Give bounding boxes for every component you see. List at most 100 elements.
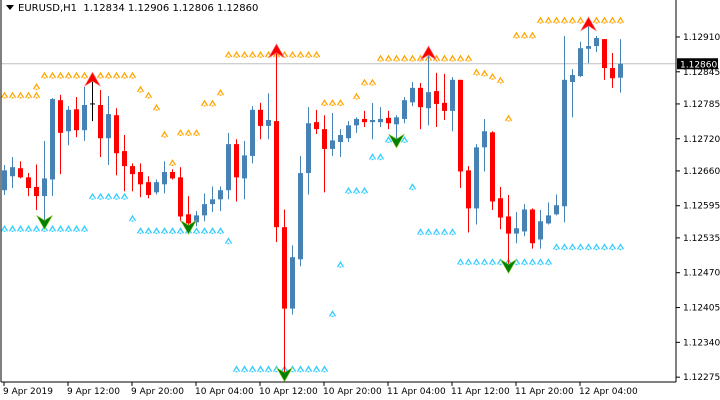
- support-marker: [160, 227, 169, 235]
- time-tick-label: 9 Apr 20:00: [131, 387, 184, 397]
- candle-body: [26, 177, 31, 189]
- candle-body: [442, 102, 447, 111]
- resistance-marker: [296, 50, 305, 58]
- candle-body: [594, 38, 599, 47]
- candle: [482, 118, 487, 172]
- support-marker: [216, 227, 225, 235]
- time-tick-label: 9 Apr 2019: [3, 387, 53, 397]
- candle-body: [162, 171, 167, 185]
- sell-arrow-icon: [84, 71, 101, 87]
- candle-body: [322, 129, 327, 149]
- candle: [218, 186, 223, 212]
- candle-body: [610, 68, 615, 79]
- candle: [82, 86, 87, 141]
- candle-body: [434, 91, 439, 104]
- candle-body: [122, 151, 127, 167]
- candle-body: [258, 109, 263, 126]
- resistance-marker: [208, 99, 217, 107]
- candle-body: [274, 121, 279, 228]
- support-marker: [296, 365, 305, 373]
- support-marker: [8, 224, 17, 232]
- time-axis[interactable]: 9 Apr 2019 9 Apr 12:00 9 Apr 20:00 10 Apr 0…: [3, 382, 638, 397]
- candle: [90, 78, 95, 122]
- candle: [378, 107, 383, 127]
- candle-body: [66, 109, 71, 132]
- price-tick-label: 1.12720: [683, 135, 720, 145]
- candle: [18, 161, 23, 179]
- candle-body: [578, 48, 583, 77]
- resistance-marker: [616, 16, 625, 24]
- candle-body: [290, 257, 295, 309]
- candle: [138, 163, 143, 198]
- resistance-marker: [464, 54, 473, 62]
- candle: [578, 41, 583, 78]
- candle: [586, 23, 591, 64]
- support-marker: [368, 153, 377, 161]
- time-tick-label: 12 Apr 04:00: [579, 387, 638, 397]
- candle: [298, 155, 303, 267]
- resistance-marker: [408, 54, 417, 62]
- support-marker: [264, 365, 273, 373]
- price-tick-label: 1.12340: [683, 338, 720, 348]
- candle: [42, 140, 47, 224]
- candle: [194, 211, 199, 227]
- resistance-marker: [376, 54, 385, 62]
- candle: [250, 106, 255, 164]
- candle-body: [402, 100, 407, 119]
- buy-arrow-icon: [180, 219, 197, 235]
- support-marker: [120, 192, 129, 200]
- candle: [290, 245, 295, 315]
- support-marker: [72, 224, 81, 232]
- support-marker: [376, 153, 385, 161]
- price-tick-label: 1.12405: [683, 304, 720, 314]
- support-marker: [528, 258, 537, 266]
- support-marker: [488, 258, 497, 266]
- resistance-marker: [136, 85, 145, 93]
- resistance-marker: [120, 71, 129, 79]
- candle-body: [354, 118, 359, 126]
- resistance-marker: [472, 68, 481, 76]
- support-marker: [432, 228, 441, 236]
- support-marker: [304, 365, 313, 373]
- resistance-marker: [48, 71, 57, 79]
- candle-body: [418, 87, 423, 108]
- candle: [610, 53, 615, 88]
- candle: [154, 179, 159, 195]
- resistance-marker: [336, 99, 345, 106]
- resistance-marker: [416, 54, 425, 62]
- support-marker: [64, 224, 73, 232]
- support-marker: [168, 227, 177, 235]
- resistance-marker: [64, 71, 73, 79]
- time-tick-label: 10 Apr 12:00: [259, 387, 318, 397]
- support-marker: [56, 224, 65, 232]
- candle-body: [154, 182, 159, 193]
- candle-body: [194, 215, 199, 223]
- resistance-marker: [480, 69, 489, 77]
- price-tick-label: 1.12660: [683, 167, 720, 177]
- resistance-marker: [184, 129, 193, 136]
- support-marker: [248, 365, 257, 373]
- candle: [538, 210, 543, 249]
- candle: [114, 108, 119, 176]
- candle: [306, 107, 311, 195]
- candle-body: [202, 204, 207, 216]
- price-tick-label: 1.12595: [683, 202, 720, 212]
- resistance-marker: [488, 72, 497, 80]
- candle: [322, 115, 327, 193]
- candle: [522, 204, 527, 237]
- candle-body: [586, 46, 591, 49]
- level-markers: [0, 16, 625, 373]
- candle: [466, 166, 471, 233]
- resistance-marker: [440, 54, 449, 62]
- current-price-box: [677, 58, 718, 70]
- resistance-marker: [368, 78, 377, 86]
- resistance-marker: [8, 91, 17, 99]
- support-marker: [336, 260, 345, 268]
- resistance-marker: [560, 16, 569, 24]
- price-axis[interactable]: 1.12910 1.12845 1.12785 1.12720 1.12660 1.125…: [676, 33, 720, 383]
- resistance-marker: [160, 130, 169, 138]
- dropdown-triangle-icon[interactable]: [6, 5, 14, 10]
- candle: [330, 113, 335, 156]
- resistance-marker: [168, 159, 177, 166]
